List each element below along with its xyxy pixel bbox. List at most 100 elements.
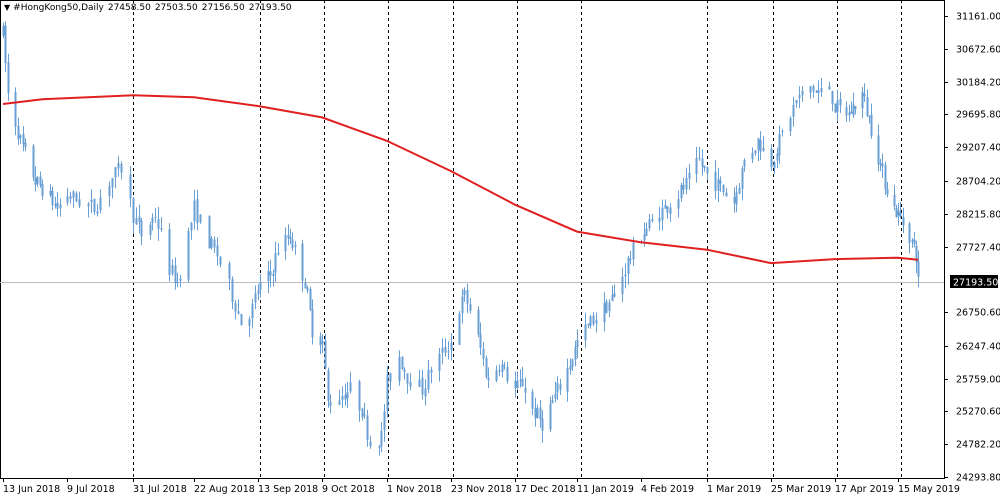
candle-body bbox=[338, 400, 341, 405]
candle-body bbox=[498, 370, 501, 372]
candle-body bbox=[877, 135, 880, 164]
candle-body bbox=[231, 278, 234, 302]
candle-body bbox=[466, 290, 469, 305]
candle-body bbox=[129, 174, 132, 199]
candle-body bbox=[574, 346, 577, 360]
candle-body bbox=[90, 199, 93, 203]
candle-body bbox=[294, 244, 297, 247]
candle-body bbox=[902, 217, 905, 226]
candle-body bbox=[284, 235, 287, 252]
ohlc-close: 27193.50 bbox=[248, 3, 292, 13]
candle-body bbox=[776, 153, 779, 161]
candle-body bbox=[240, 313, 243, 326]
candle-body bbox=[17, 125, 20, 140]
chart-header: ▼ #HongKong50,Daily 27458.50 27503.50 27156.… bbox=[4, 3, 296, 13]
candle-body bbox=[879, 163, 882, 165]
y-tick-label: 29695.80 bbox=[956, 110, 1000, 121]
candle-body bbox=[418, 379, 421, 387]
candle-body bbox=[56, 202, 59, 209]
candle-body bbox=[571, 359, 574, 367]
price-axis-area bbox=[945, 0, 1000, 500]
candle-body bbox=[444, 346, 447, 353]
candle-body bbox=[559, 384, 562, 390]
triangle-down-icon[interactable]: ▼ bbox=[4, 3, 11, 12]
candle-body bbox=[24, 142, 27, 148]
candle-body bbox=[32, 145, 35, 178]
candle-body bbox=[171, 265, 174, 274]
candle-body bbox=[658, 217, 661, 222]
candle-body bbox=[495, 370, 498, 381]
candle-body bbox=[120, 163, 123, 173]
candle-body bbox=[49, 190, 52, 196]
candle-body bbox=[135, 218, 138, 225]
y-tick-label: 24782.20 bbox=[956, 440, 1000, 451]
x-tick-label: 11 Jan 2019 bbox=[577, 484, 634, 495]
candle-body bbox=[566, 368, 569, 392]
candle-body bbox=[383, 411, 386, 431]
candle-body bbox=[366, 415, 369, 441]
x-tick-label: 9 Jul 2018 bbox=[67, 484, 115, 495]
candle-body bbox=[839, 98, 842, 106]
candle-body bbox=[632, 242, 635, 260]
candle-body bbox=[861, 91, 864, 109]
candle-body bbox=[461, 296, 464, 314]
candle-body bbox=[132, 198, 135, 223]
candle-body bbox=[386, 374, 389, 411]
candle-body bbox=[741, 168, 744, 189]
y-tick-label: 26247.40 bbox=[956, 342, 1000, 353]
moving-average-line bbox=[2, 94, 919, 265]
candle-body bbox=[78, 199, 81, 207]
x-tick-label: 22 Aug 2018 bbox=[194, 484, 255, 495]
x-tick-label: 13 Sep 2018 bbox=[258, 484, 318, 495]
candle-body bbox=[863, 93, 866, 97]
x-tick-label: 25 Mar 2019 bbox=[771, 484, 831, 495]
candle-body bbox=[251, 304, 254, 319]
candle-body bbox=[648, 219, 651, 229]
candle-body bbox=[773, 162, 776, 169]
candle-body bbox=[757, 138, 760, 150]
candle-body bbox=[289, 237, 292, 239]
candle-body bbox=[621, 276, 624, 295]
candle-body bbox=[378, 445, 381, 448]
candle-body bbox=[430, 369, 433, 373]
candle-body bbox=[349, 382, 352, 392]
candle-body bbox=[539, 407, 542, 420]
candle-body bbox=[852, 104, 855, 116]
candle-body bbox=[190, 222, 193, 231]
candle-body bbox=[149, 224, 152, 235]
candle-body bbox=[160, 228, 163, 230]
candle-body bbox=[111, 178, 114, 188]
candle-body bbox=[403, 369, 406, 372]
candle-body bbox=[781, 130, 784, 132]
candle-body bbox=[324, 340, 327, 369]
candle-body bbox=[743, 160, 746, 167]
candle-body bbox=[801, 90, 804, 96]
candle-body bbox=[651, 219, 654, 222]
x-tick-label: 9 Oct 2018 bbox=[322, 484, 375, 495]
candle-body bbox=[117, 162, 120, 169]
candle-body bbox=[41, 183, 44, 196]
y-tick-label: 28215.80 bbox=[956, 210, 1000, 221]
candle-body bbox=[759, 139, 762, 152]
candle-body bbox=[99, 197, 102, 211]
candle-body bbox=[815, 91, 818, 93]
x-tick-label: 17 Dec 2018 bbox=[515, 484, 576, 495]
y-tick-label: 31161.00 bbox=[956, 12, 1000, 23]
candle-body bbox=[4, 25, 7, 64]
candle-body bbox=[722, 185, 725, 193]
candle-body bbox=[96, 211, 99, 214]
candle-body bbox=[899, 212, 902, 217]
candle-body bbox=[51, 190, 54, 206]
candle-body bbox=[327, 370, 330, 401]
candle-body bbox=[151, 217, 154, 224]
candle-body bbox=[754, 150, 757, 154]
candle-body bbox=[762, 147, 765, 152]
candle-body bbox=[7, 62, 10, 94]
candle-body bbox=[409, 382, 412, 387]
candle-body bbox=[87, 203, 90, 207]
candle-body bbox=[306, 287, 309, 291]
candle-body bbox=[611, 295, 614, 302]
x-tick-label: 1 Nov 2018 bbox=[387, 484, 442, 495]
